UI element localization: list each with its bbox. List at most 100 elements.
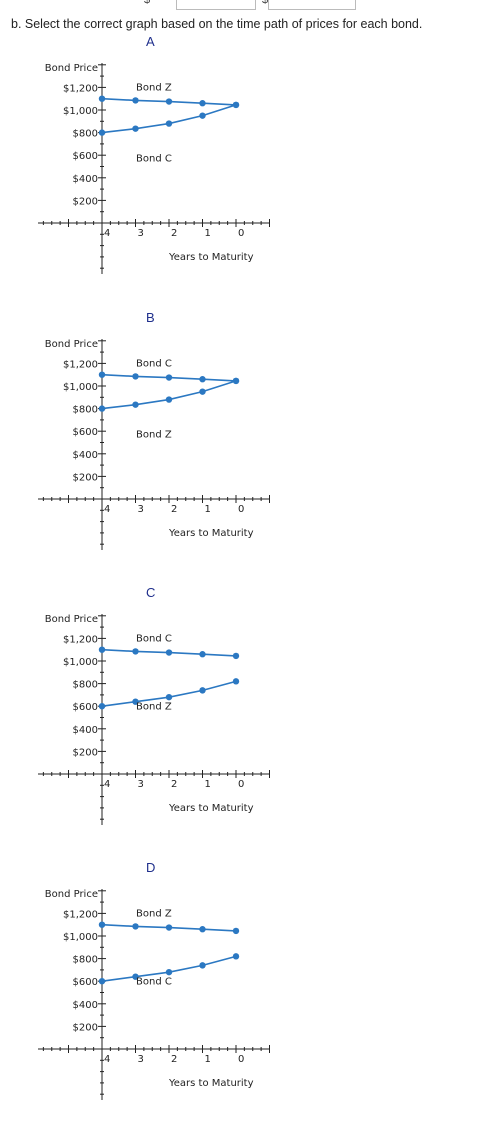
y-tick-label: $1,200 <box>63 909 98 920</box>
data-point <box>199 687 206 694</box>
data-point <box>132 923 139 930</box>
y-tick-label: $800 <box>73 680 98 691</box>
y-tick-label: $1,200 <box>63 83 98 94</box>
y-axis-label: Bond Price <box>45 889 98 900</box>
data-point <box>232 927 240 935</box>
x-tick-label: 1 <box>205 779 211 790</box>
x-tick-label: 1 <box>205 504 211 515</box>
y-tick-label: $1,000 <box>63 657 98 668</box>
answer-input[interactable] <box>268 0 356 10</box>
series-label: Bond C <box>136 154 172 165</box>
data-point <box>98 95 106 102</box>
x-tick-label: 4 <box>104 779 110 790</box>
x-tick-label: 3 <box>138 228 144 239</box>
data-point <box>98 921 106 928</box>
y-tick-label: $800 <box>73 955 98 966</box>
data-point <box>199 651 206 658</box>
x-tick-label: 0 <box>238 779 244 790</box>
chart-d: $1,200 $1,000 $800 $600 $400 $200 Bond Price 4 3… <box>38 889 270 1100</box>
data-point <box>165 396 173 403</box>
question-text: b. Select the correct graph based on the… <box>11 17 423 31</box>
data-point <box>199 388 206 395</box>
x-axis-label: Years to Maturity <box>168 252 254 263</box>
data-point <box>165 693 173 701</box>
data-point <box>165 120 173 127</box>
x-tick-label: 1 <box>205 228 211 239</box>
y-axis-label: Bond Price <box>45 339 98 350</box>
series-label: Bond C <box>136 977 172 988</box>
x-tick-label: 2 <box>171 1054 177 1065</box>
x-tick-label: 4 <box>104 504 110 515</box>
data-point <box>165 374 173 381</box>
series-label: Bond Z <box>136 702 172 713</box>
graph-letter: B <box>146 310 155 325</box>
graph-letter: A <box>146 34 155 49</box>
data-point <box>132 648 139 655</box>
data-point <box>132 973 139 980</box>
series-label: Bond Z <box>136 83 172 94</box>
series-label: Bond Z <box>136 909 172 920</box>
y-tick-label: $1,000 <box>63 932 98 943</box>
data-point <box>98 646 106 653</box>
series-label: Bond Z <box>136 430 172 441</box>
y-tick-label: $400 <box>73 174 98 185</box>
x-tick-label: 3 <box>138 1054 144 1065</box>
data-point <box>165 968 173 976</box>
series-line <box>101 104 237 134</box>
x-tick-label: 0 <box>238 504 244 515</box>
y-tick-label: $1,200 <box>63 634 98 645</box>
data-point <box>232 377 240 385</box>
y-tick-label: $200 <box>73 1022 98 1033</box>
chart-c: $1,200 $1,000 $800 $600 $400 $200 Bond Price 4 3… <box>38 614 270 825</box>
x-axis-label: Years to Maturity <box>168 528 254 539</box>
series-line <box>101 380 237 410</box>
data-point <box>165 924 173 931</box>
series-label: Bond C <box>136 359 172 370</box>
data-point <box>98 978 106 985</box>
y-tick-label: $200 <box>73 747 98 758</box>
x-tick-label: 4 <box>104 1054 110 1065</box>
data-point <box>98 703 106 710</box>
y-tick-label: $200 <box>73 472 98 483</box>
answer-input[interactable] <box>176 0 256 10</box>
data-point <box>199 376 206 383</box>
chart-a: $1,200 $1,000 $800 $600 $400 $200 Bond Price 4 3… <box>38 63 270 274</box>
y-tick-label: $400 <box>73 450 98 461</box>
data-point <box>132 401 139 408</box>
data-point <box>199 926 206 933</box>
y-axis-label: Bond Price <box>45 63 98 74</box>
x-tick-label: 3 <box>138 779 144 790</box>
y-tick-label: $400 <box>73 1000 98 1011</box>
x-tick-label: 2 <box>171 504 177 515</box>
x-tick-label: 2 <box>171 228 177 239</box>
data-point <box>199 112 206 119</box>
x-tick-label: 3 <box>138 504 144 515</box>
data-point <box>165 649 173 656</box>
data-point <box>165 98 173 105</box>
y-tick-label: $1,000 <box>63 106 98 117</box>
y-tick-label: $600 <box>73 427 98 438</box>
graph-letter: D <box>146 860 156 875</box>
data-point <box>98 405 106 412</box>
y-tick-label: $600 <box>73 151 98 162</box>
series-label: Bond C <box>136 634 172 645</box>
data-point <box>132 698 139 705</box>
x-tick-label: 0 <box>238 228 244 239</box>
y-tick-label: $600 <box>73 977 98 988</box>
data-point <box>232 652 240 660</box>
data-point <box>232 101 240 109</box>
data-point <box>98 371 106 378</box>
data-point <box>98 129 106 136</box>
y-tick-label: $800 <box>73 129 98 140</box>
x-axis-label: Years to Maturity <box>168 803 254 814</box>
data-point <box>132 373 139 380</box>
x-axis-label: Years to Maturity <box>168 1078 254 1089</box>
x-tick-label: 2 <box>171 779 177 790</box>
chart-b: $1,200 $1,000 $800 $600 $400 $200 Bond Price 4 3… <box>38 339 270 550</box>
x-tick-label: 1 <box>205 1054 211 1065</box>
x-tick-label: 4 <box>104 228 110 239</box>
y-tick-label: $800 <box>73 405 98 416</box>
previous-answer-fields: $ $ <box>0 0 504 12</box>
y-tick-label: $1,000 <box>63 382 98 393</box>
data-point <box>232 953 240 960</box>
